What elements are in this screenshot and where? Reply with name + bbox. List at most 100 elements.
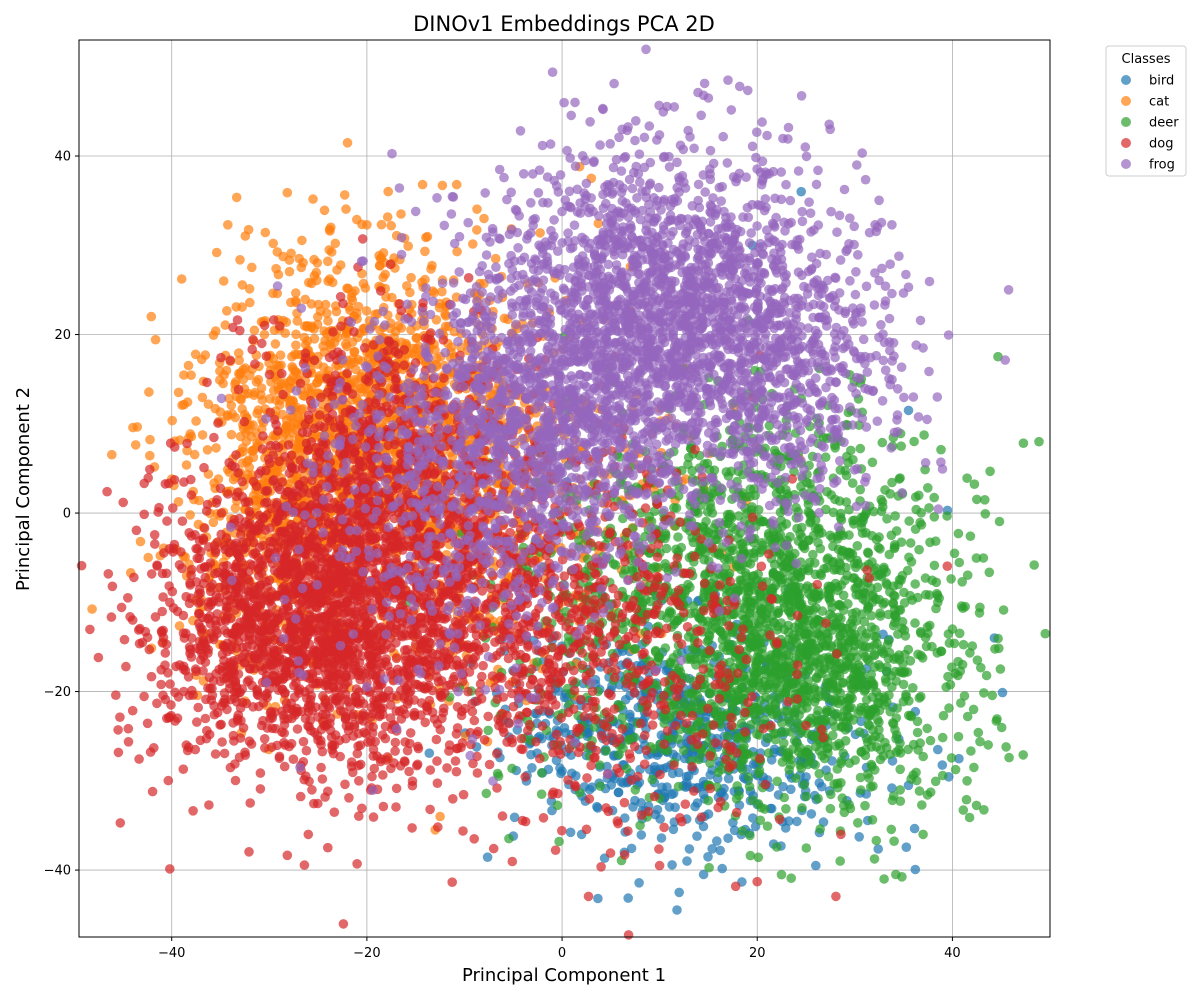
cat-point bbox=[593, 218, 604, 229]
cat-point bbox=[270, 339, 281, 349]
deer-point bbox=[917, 800, 927, 810]
deer-point bbox=[825, 803, 836, 814]
cat-point bbox=[173, 497, 184, 507]
bird-point bbox=[668, 824, 679, 835]
deer-point bbox=[995, 664, 1006, 674]
deer-point bbox=[536, 789, 547, 799]
bird-point bbox=[796, 186, 806, 197]
cat-point bbox=[490, 253, 501, 264]
deer-point bbox=[860, 800, 870, 811]
deer-point bbox=[1040, 628, 1051, 639]
cat-point bbox=[291, 340, 301, 351]
cat-point bbox=[291, 288, 301, 298]
bird-point bbox=[664, 802, 675, 812]
deer-point bbox=[595, 781, 606, 791]
cat-point bbox=[202, 445, 213, 455]
deer-point bbox=[785, 759, 796, 770]
cat-point bbox=[323, 316, 333, 326]
cat-point bbox=[441, 311, 451, 321]
bird-point bbox=[712, 836, 722, 846]
bird-point bbox=[672, 905, 682, 915]
deer-point bbox=[856, 702, 866, 713]
cat-point bbox=[347, 295, 358, 306]
deer-point bbox=[786, 873, 796, 883]
deer-point bbox=[721, 633, 731, 643]
cat-point bbox=[179, 370, 189, 380]
deer-point bbox=[762, 821, 773, 831]
deer-point bbox=[762, 684, 773, 694]
bird-point bbox=[593, 893, 603, 904]
deer-point bbox=[853, 818, 863, 828]
cat-point bbox=[472, 225, 482, 235]
cat-point bbox=[231, 302, 241, 312]
deer-point bbox=[953, 656, 963, 667]
deer-point bbox=[797, 803, 807, 813]
bird-point bbox=[636, 830, 647, 840]
deer-point bbox=[820, 715, 831, 726]
cat-point bbox=[331, 306, 342, 317]
bird-point bbox=[729, 825, 740, 836]
cat-point bbox=[230, 503, 241, 513]
cat-point bbox=[191, 416, 201, 426]
cat-point bbox=[352, 214, 362, 225]
deer-point bbox=[973, 727, 984, 738]
deer-point bbox=[779, 792, 789, 803]
cat-point bbox=[342, 138, 353, 148]
bird-point bbox=[780, 823, 791, 833]
bird-point bbox=[668, 788, 679, 799]
bird-point bbox=[620, 813, 630, 823]
cat-point bbox=[268, 238, 279, 249]
bird-point bbox=[560, 728, 571, 738]
cat-point bbox=[406, 348, 417, 359]
cat-point bbox=[186, 370, 196, 381]
deer-point bbox=[891, 730, 902, 740]
deer-point bbox=[925, 735, 936, 746]
cat-point bbox=[298, 390, 308, 401]
bird-point bbox=[873, 844, 883, 854]
cat-point bbox=[296, 405, 306, 415]
cat-point bbox=[426, 264, 436, 274]
deer-point bbox=[760, 804, 770, 814]
cat-point bbox=[197, 392, 208, 403]
deer-point bbox=[679, 745, 689, 756]
deer-point bbox=[732, 781, 742, 791]
deer-point bbox=[890, 511, 900, 521]
bird-point bbox=[554, 686, 564, 696]
deer-point bbox=[844, 530, 854, 540]
cat-point bbox=[386, 220, 397, 231]
cat-point bbox=[326, 247, 337, 257]
cat-point bbox=[253, 374, 264, 385]
bird-point bbox=[602, 761, 612, 772]
deer-point bbox=[807, 596, 818, 606]
bird-point bbox=[705, 770, 715, 780]
deer-point bbox=[722, 731, 733, 742]
cat-point bbox=[268, 466, 279, 477]
cat-point bbox=[242, 469, 253, 480]
deer-point bbox=[850, 755, 860, 765]
deer-point bbox=[914, 544, 924, 555]
deer-point bbox=[936, 646, 947, 657]
cat-point bbox=[396, 209, 406, 219]
cat-point bbox=[291, 329, 301, 340]
deer-point bbox=[864, 656, 874, 666]
deer-point bbox=[846, 628, 857, 639]
bird-point bbox=[910, 864, 921, 875]
deer-point bbox=[927, 575, 937, 586]
cat-point bbox=[280, 328, 291, 339]
cat-point bbox=[335, 260, 346, 270]
deer-point bbox=[703, 795, 714, 806]
deer-point bbox=[822, 707, 833, 717]
deer-point bbox=[925, 787, 936, 797]
deer-point bbox=[481, 788, 492, 799]
cat-point bbox=[197, 430, 208, 440]
deer-point bbox=[910, 579, 920, 589]
deer-point bbox=[855, 772, 866, 783]
cat-point bbox=[253, 405, 264, 415]
bird-point bbox=[526, 749, 536, 760]
cat-point bbox=[275, 350, 286, 361]
bird-point bbox=[565, 827, 576, 838]
cat-point bbox=[360, 283, 371, 293]
deer-point bbox=[660, 643, 671, 653]
deer-point bbox=[914, 786, 925, 796]
cat-point bbox=[218, 276, 229, 286]
